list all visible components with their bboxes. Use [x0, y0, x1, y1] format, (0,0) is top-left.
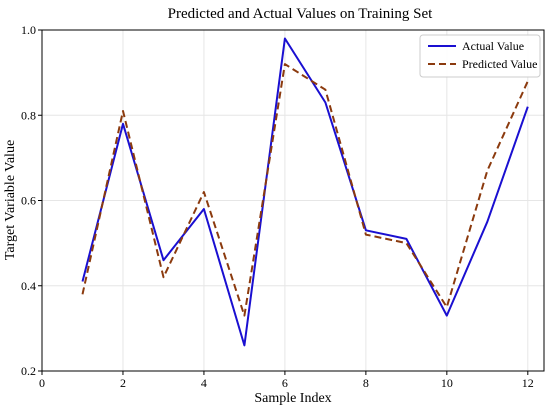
x-tick-label: 2 — [120, 376, 126, 390]
x-tick-label: 6 — [282, 376, 288, 390]
x-tick-label: 12 — [522, 376, 534, 390]
y-tick-label: 0.6 — [21, 194, 36, 208]
y-tick-label: 1.0 — [21, 23, 36, 37]
x-axis: 0 2 4 6 8 10 12 — [39, 371, 534, 390]
x-tick-label: 0 — [39, 376, 45, 390]
legend: Actual Value Predicted Value — [419, 34, 541, 78]
legend-label-actual: Actual Value — [462, 39, 524, 53]
y-tick-label: 0.2 — [21, 364, 36, 378]
x-tick-label: 4 — [201, 376, 207, 390]
x-tick-label: 8 — [363, 376, 369, 390]
x-axis-title: Sample Index — [254, 391, 331, 406]
chart-title: Predicted and Actual Values on Training … — [168, 6, 434, 22]
y-tick-label: 0.4 — [21, 279, 36, 293]
series-line-actual — [81, 37, 529, 347]
y-axis-title: Target Variable Value — [3, 140, 18, 260]
series-layer — [81, 37, 529, 347]
grid — [41, 29, 544, 372]
x-tick-label: 10 — [441, 376, 453, 390]
y-axis: 0.2 0.4 0.6 0.8 1.0 — [21, 23, 42, 378]
series-line-predicted — [81, 63, 529, 317]
legend-label-predicted: Predicted Value — [462, 57, 537, 71]
y-tick-label: 0.8 — [21, 108, 36, 122]
